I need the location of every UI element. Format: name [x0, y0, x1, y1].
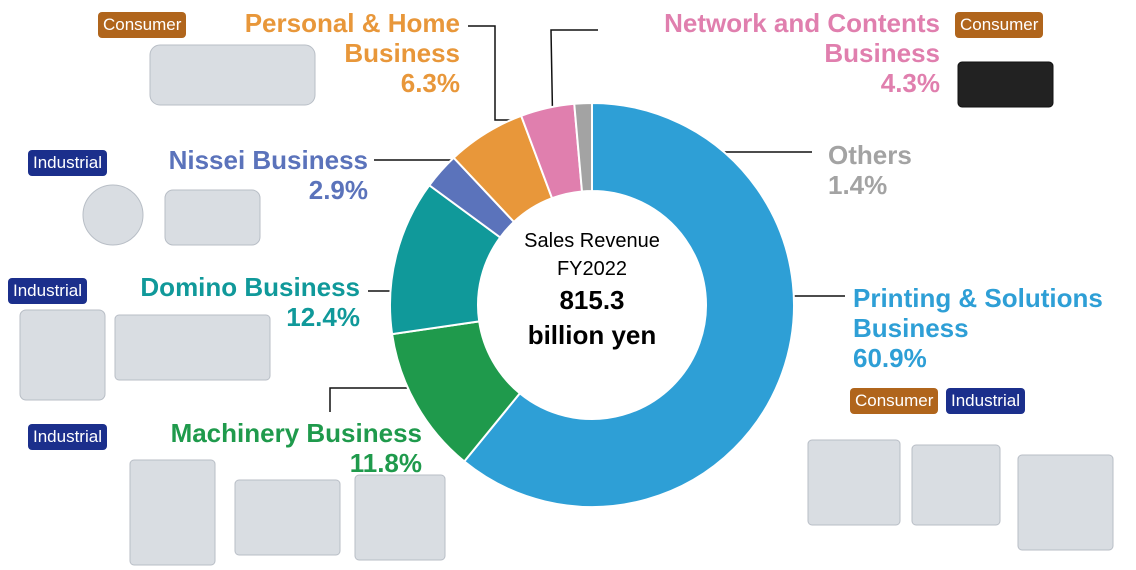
tag-badge: Industrial [28, 424, 107, 450]
tag-badge: Industrial [8, 278, 87, 304]
category-name: Domino Business [140, 272, 360, 302]
tag-badge: Consumer [98, 12, 187, 38]
slice-label: Others 1.4% [828, 140, 1028, 200]
center-text: billion yen [528, 320, 657, 350]
category-name: Personal & Home Business [244, 8, 460, 68]
center-text: Sales Revenue [524, 230, 660, 252]
center-text: FY2022 [557, 258, 627, 280]
slice-label: Nissei Business 2.9% [68, 145, 368, 205]
value-label: 11.8% [349, 448, 422, 478]
value-label: 60.9% [853, 343, 927, 373]
slice-label: Machinery Business 11.8% [102, 418, 422, 478]
center-text: 815.3 [559, 285, 624, 315]
value-label: 6.3% [400, 68, 460, 98]
slice [462, 101, 795, 508]
category-name: Machinery Business [170, 418, 422, 448]
category-name: Nissei Business [168, 145, 368, 175]
category-name: Printing & Solutions Business [853, 283, 1103, 343]
value-label: 12.4% [286, 302, 360, 332]
category-name: Others [828, 140, 912, 170]
slice-label: Printing & Solutions Business 60.9% [853, 283, 1136, 373]
slice-label: Network and Contents Business 4.3% [640, 8, 940, 98]
tag-badge: Industrial [28, 150, 107, 176]
category-name: Network and Contents Business [664, 8, 940, 68]
value-label: 2.9% [308, 175, 368, 205]
product-photos [19, 44, 1114, 566]
tag-badge: Industrial [946, 388, 1025, 414]
slice-label: Domino Business 12.4% [60, 272, 360, 332]
slice-label: Personal & Home Business 6.3% [200, 8, 460, 98]
slice [573, 101, 593, 193]
value-label: 4.3% [880, 68, 940, 98]
tag-badge: Consumer [955, 12, 1044, 38]
value-label: 1.4% [828, 170, 888, 200]
tag-badge: Consumer [850, 388, 939, 414]
